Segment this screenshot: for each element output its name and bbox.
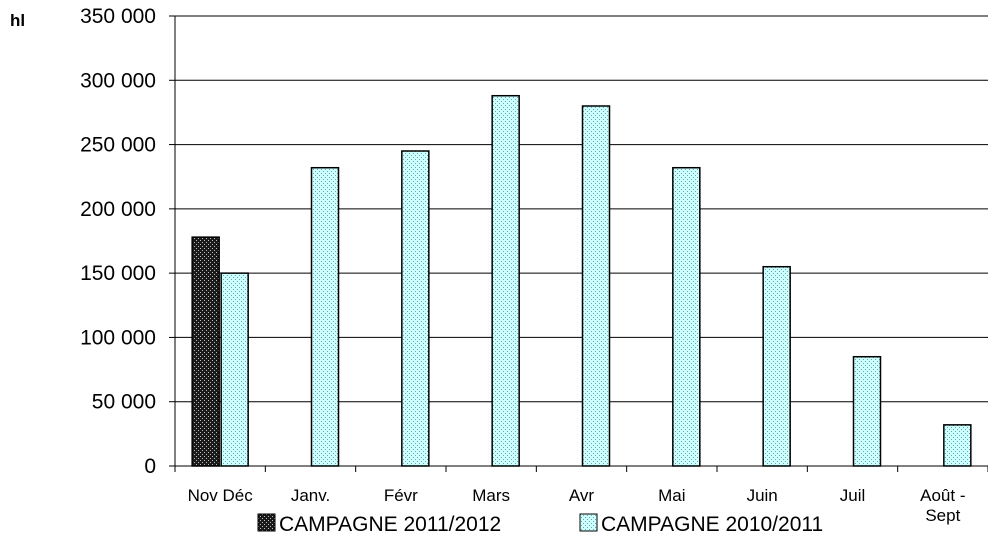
legend-label-2011-2012: CAMPAGNE 2011/2012 <box>279 513 501 536</box>
y-tick-label: 250 000 <box>80 134 156 157</box>
y-tick-label: 200 000 <box>80 198 156 221</box>
y-axis-unit-label: hl <box>10 11 25 30</box>
bar-2010-2011-8 <box>943 424 972 467</box>
bar-2010-2011-3 <box>491 94 520 467</box>
x-tick-label: Janv. <box>291 486 330 505</box>
x-tick-label: Août -Sept <box>920 486 965 525</box>
x-tick-label: Mars <box>472 486 510 505</box>
y-tick-label: 50 000 <box>92 391 156 414</box>
gridlines <box>175 15 988 403</box>
bar-2010-2011-0 <box>220 272 249 467</box>
x-tick-label: Févr <box>384 486 418 505</box>
x-tick-label: Mai <box>658 486 685 505</box>
y-tick-label: 300 000 <box>80 69 156 92</box>
y-tick-label: 100 000 <box>80 326 156 349</box>
x-tick-label: Juil <box>840 486 866 505</box>
bars <box>191 94 972 467</box>
x-tick-labels: Nov Déc Janv. Févr Mars Avr Mai Juin Juil Août -… <box>188 486 966 525</box>
bar-2010-2011-1 <box>310 166 340 467</box>
bar-2010-2011-5 <box>672 166 701 467</box>
legend: CAMPAGNE 2011/2012 CAMPAGNE 2010/2011 <box>257 513 823 536</box>
bar-2010-2011-2 <box>401 150 430 467</box>
bar-2011-2012-0 <box>191 236 220 467</box>
legend-swatch-2010-2011 <box>579 513 598 532</box>
y-tick-label: 150 000 <box>80 262 156 285</box>
y-tick-labels: 0 50 000 100 000 150 000 200 000 250 000 300 0… <box>80 5 156 478</box>
y-tick-label: 350 000 <box>80 5 156 28</box>
bar-2010-2011-7 <box>852 355 882 467</box>
bar-2010-2011-6 <box>762 265 791 467</box>
legend-swatch-2011-2012 <box>257 513 276 532</box>
legend-item-2011-2012: CAMPAGNE 2011/2012 <box>257 513 501 536</box>
bar-2010-2011-4 <box>581 105 611 467</box>
x-tick-label: Nov Déc <box>188 486 254 505</box>
y-tick-label: 0 <box>144 455 156 478</box>
legend-label-2010-2011: CAMPAGNE 2010/2011 <box>601 513 823 536</box>
legend-item-2010-2011: CAMPAGNE 2010/2011 <box>579 513 823 536</box>
x-tick-label: Avr <box>569 486 595 505</box>
x-tick-label: Juin <box>747 486 778 505</box>
axes <box>169 15 988 472</box>
